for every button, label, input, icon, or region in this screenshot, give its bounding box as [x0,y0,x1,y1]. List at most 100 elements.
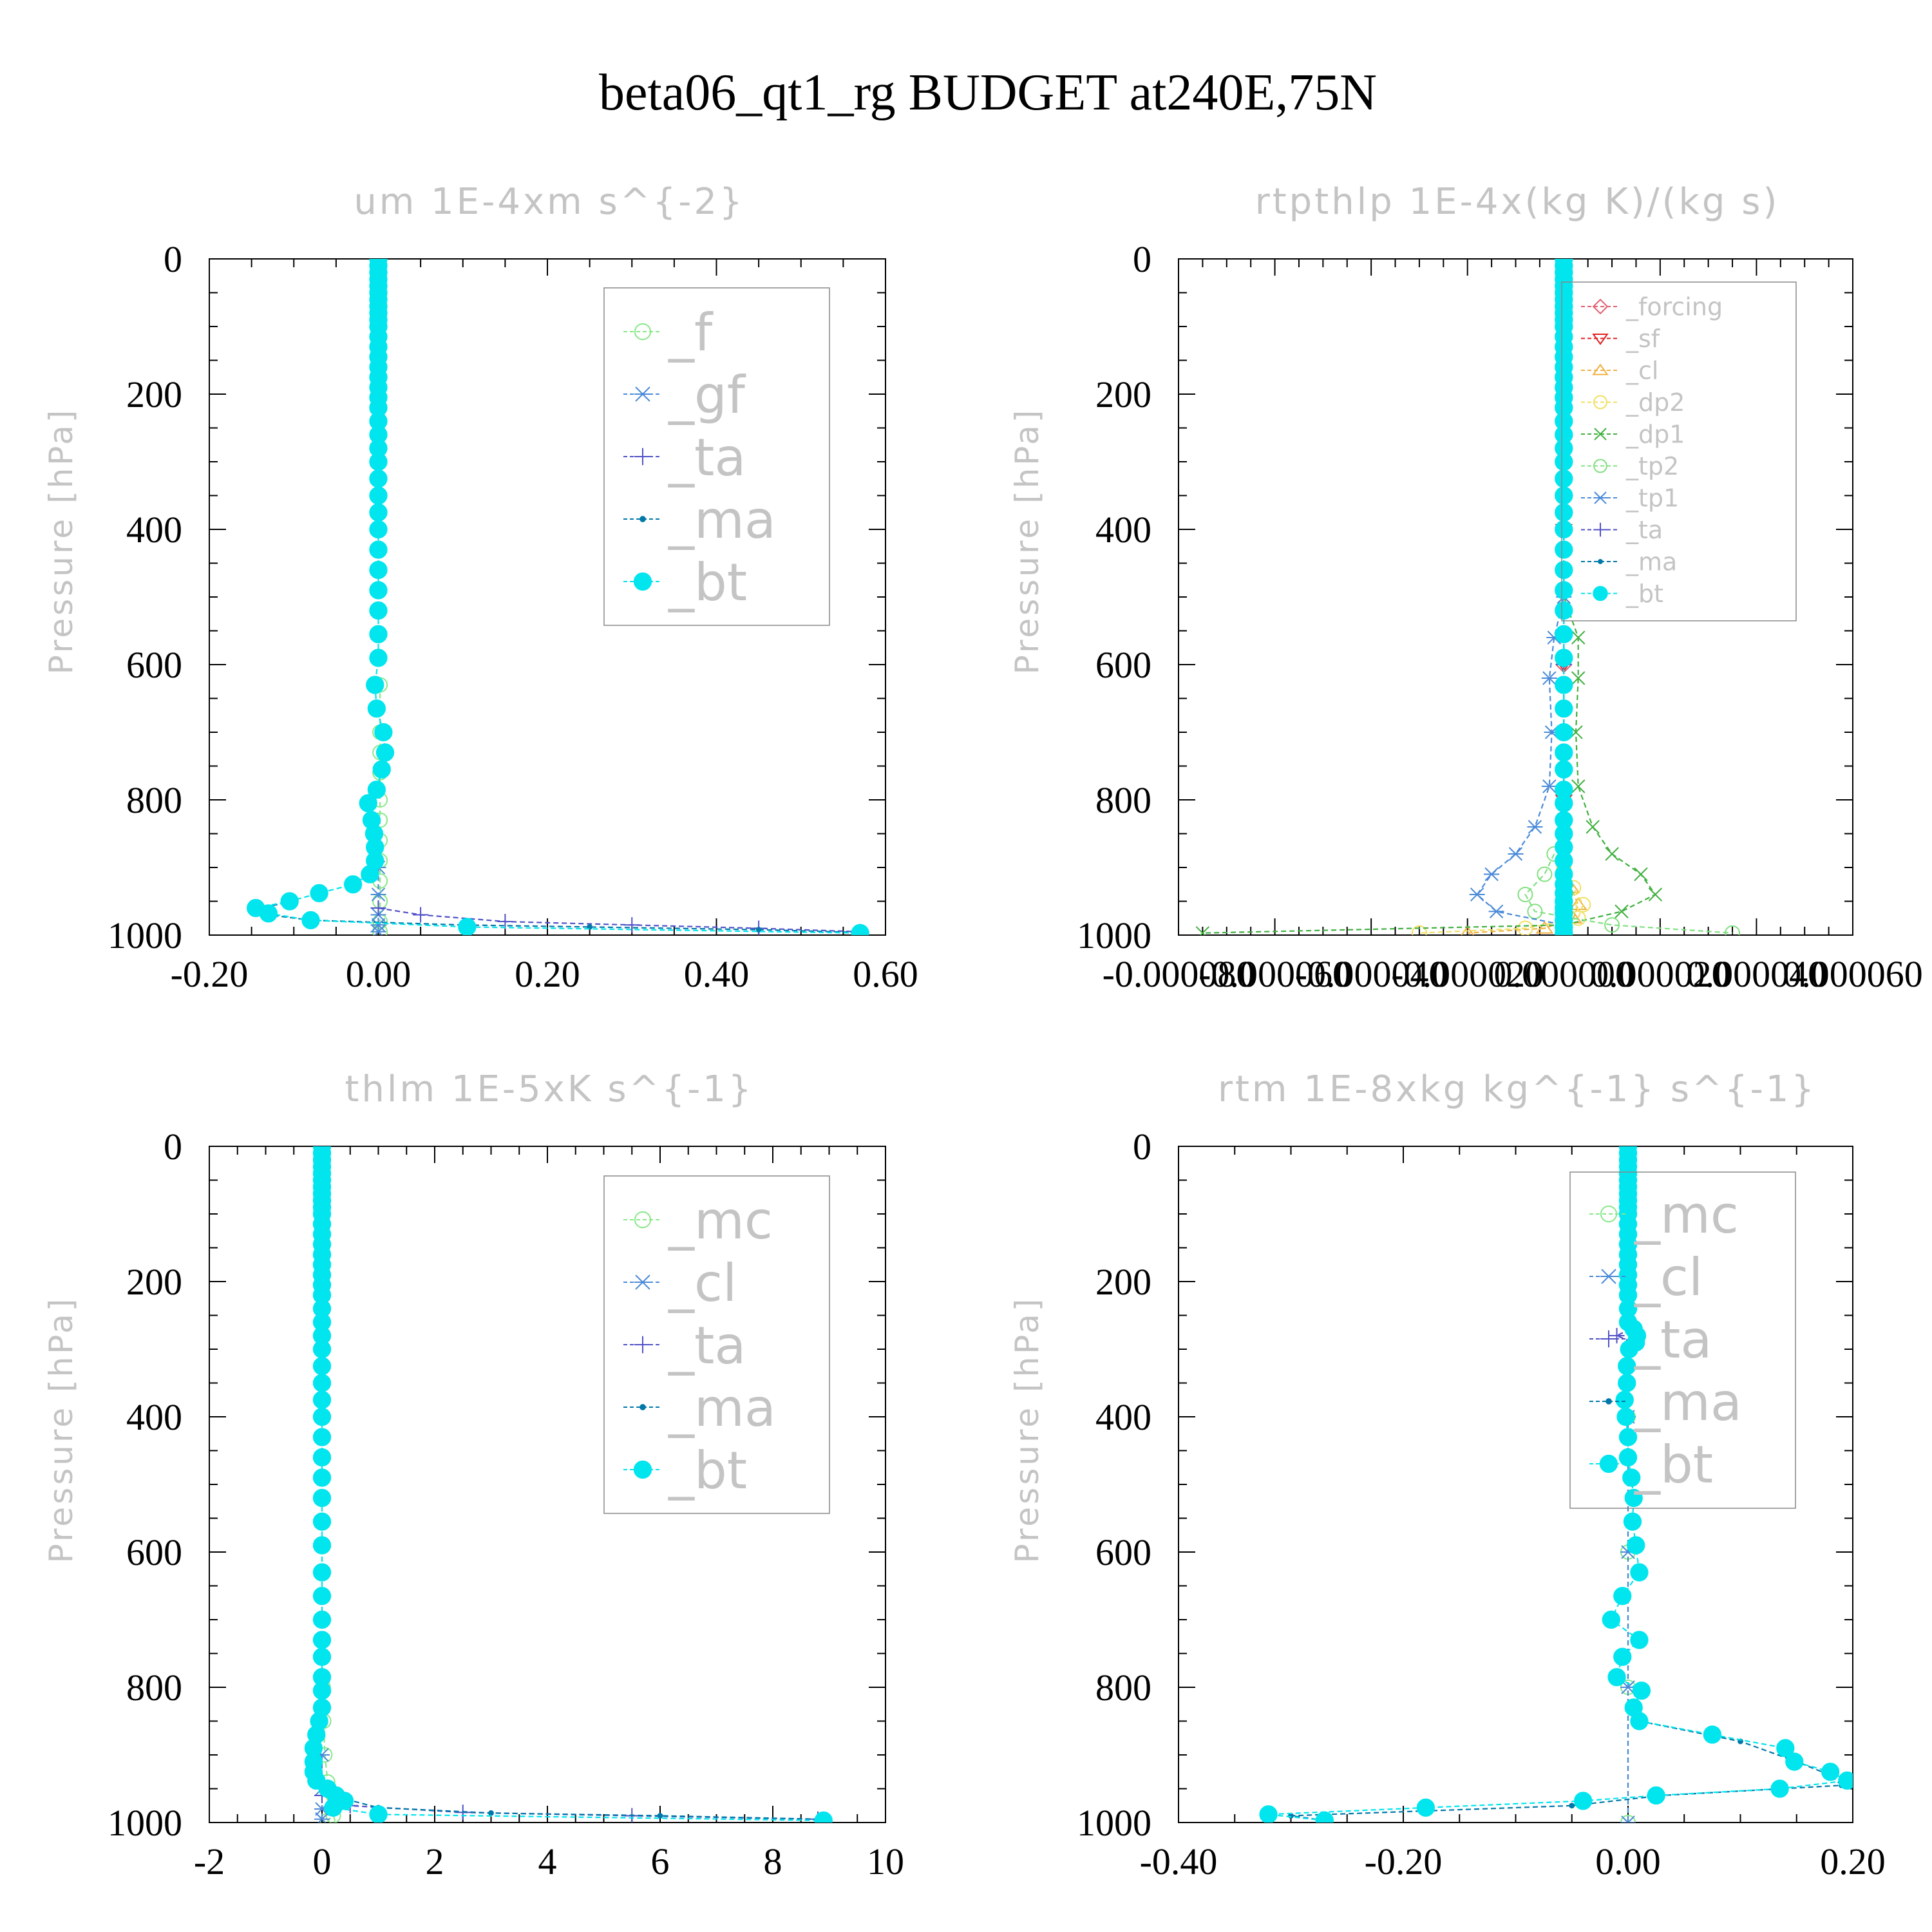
data-point-bt [369,469,388,488]
data-point-bt [1618,1357,1636,1376]
legend-label: _bt [668,1441,747,1501]
legend-label: _forcing [1625,293,1723,321]
data-point-bt [1555,760,1573,779]
data-point-dp1 [1195,926,1210,935]
data-point-bt [312,1374,332,1392]
data-point-bt [312,1357,332,1376]
data-point-cl [1461,925,1475,935]
data-point-bt [366,676,384,694]
data-point-bt [312,1448,332,1467]
x-tick-label: -0.40 [1140,1841,1218,1882]
legend-marker-dp1 [1594,428,1607,440]
ylabel-rtm: Pressure [hPa] [1009,1296,1046,1564]
data-point-bt [312,1390,332,1409]
data-point-bt [1613,1587,1632,1605]
plot-frame-thlm [209,1146,886,1823]
panel-title-rtm: rtm 1E-8xkg kg^{-1} s^{-1} [1218,1068,1817,1110]
x-tick-label: -0.000020 [1391,953,1544,995]
legend-label: _cl [668,1253,737,1313]
series-line-tp2 [1524,853,1733,934]
y-tick-label: 200 [1095,1261,1151,1303]
x-ticks-rtm: -0.40 -0.20 0.00 0.20 [1140,1146,1886,1882]
series-group-um [247,259,869,935]
legend-box [603,287,830,626]
legend-box [1561,281,1797,621]
x-tick-label: 0.60 [853,953,918,995]
data-point-bt [312,1610,332,1629]
data-point-bt [1613,1647,1632,1666]
plot-frame-um [209,258,886,936]
y-tick-label: 0 [1133,1126,1151,1168]
data-point-ta [370,900,386,916]
data-point-bt [1602,1610,1620,1629]
data-point-dp1 [1571,671,1586,685]
legend-label: _f [668,303,714,363]
legend-marker-gf [634,386,652,402]
data-point-ma [488,1810,494,1816]
x-ticks-thlm: -2 0 2 4 6 8 10 [194,1146,904,1882]
data-point-bt [1555,469,1573,488]
data-point-tp1 [1541,671,1557,685]
data-point-bt [1623,1512,1642,1531]
data-point-bt [1632,1681,1651,1700]
data-point-bt [369,540,388,559]
legend-marker-f [634,323,652,341]
y-tick-label: 400 [126,1396,182,1438]
data-point-bt [367,699,386,718]
legend-label: _dp1 [1625,421,1685,449]
data-point-tp2 [1517,887,1533,902]
data-point-bt [1622,1468,1641,1487]
data-point-bt [324,1798,343,1817]
data-point-bt [369,503,388,522]
legend-marker-bt [633,1460,652,1479]
data-point-bt [1574,1792,1593,1810]
data-point-bt [1555,486,1573,505]
data-point-bt [1630,1563,1649,1582]
legend-label: _sf [1625,325,1661,353]
plot-area-rtm [1178,1146,1853,1823]
data-point-bt [1624,1488,1643,1508]
data-point-bt [814,1811,833,1823]
data-point-bt [1555,503,1573,522]
data-point-bt [1607,1668,1626,1687]
data-point-bt [1555,452,1573,471]
legend-marker-cl [1592,363,1609,375]
data-point-bt [1785,1752,1804,1771]
data-point-tp1 [1484,867,1500,882]
x-tick-label: 4 [538,1841,557,1882]
y-tick-label: 400 [1095,1396,1151,1438]
ylabel-um: Pressure [hPa] [43,408,80,675]
data-point-bt [1616,1407,1635,1426]
legend-marker-sf [1592,334,1609,345]
data-point-dp1 [1571,630,1586,645]
x-tick-label: 0.00 [346,953,412,995]
data-point-dp1 [1605,847,1619,861]
legend-marker-ta [1600,1330,1618,1348]
x-tick-label: 0.000040 [1687,953,1827,995]
legend-marker-bt [1599,1454,1618,1473]
data-point-bt [1618,1374,1636,1392]
data-point-ta [1609,1328,1625,1343]
data-point-gf [370,925,386,935]
legend-label: _ta [1625,516,1663,544]
data-point-bt [1555,649,1573,667]
data-point-tp1 [1488,904,1504,918]
legend-label: _cl [1625,357,1658,385]
data-point-bt [312,1512,332,1531]
data-point-bt [301,911,320,930]
legend-label: _gf [668,365,746,425]
data-point-bt [369,625,388,643]
data-point-bt [1838,1771,1853,1790]
data-point-dp2 [1575,896,1591,913]
x-tick-label: 0.00 [1595,1841,1661,1882]
data-point-tp2 [1725,925,1741,935]
data-point-bt [851,923,869,935]
y-tick-label: 0 [164,1126,182,1168]
data-point-tp1 [1527,820,1543,834]
x-ticks-um: -0.20 0.00 0.20 0.40 0.60 [171,259,918,995]
data-point-tp1 [1541,779,1557,793]
x-tick-label: -2 [194,1841,225,1882]
data-point-ma [657,1813,663,1819]
x-tick-label: -0.20 [1365,1841,1443,1882]
legend-marker-mc [1600,1205,1618,1223]
